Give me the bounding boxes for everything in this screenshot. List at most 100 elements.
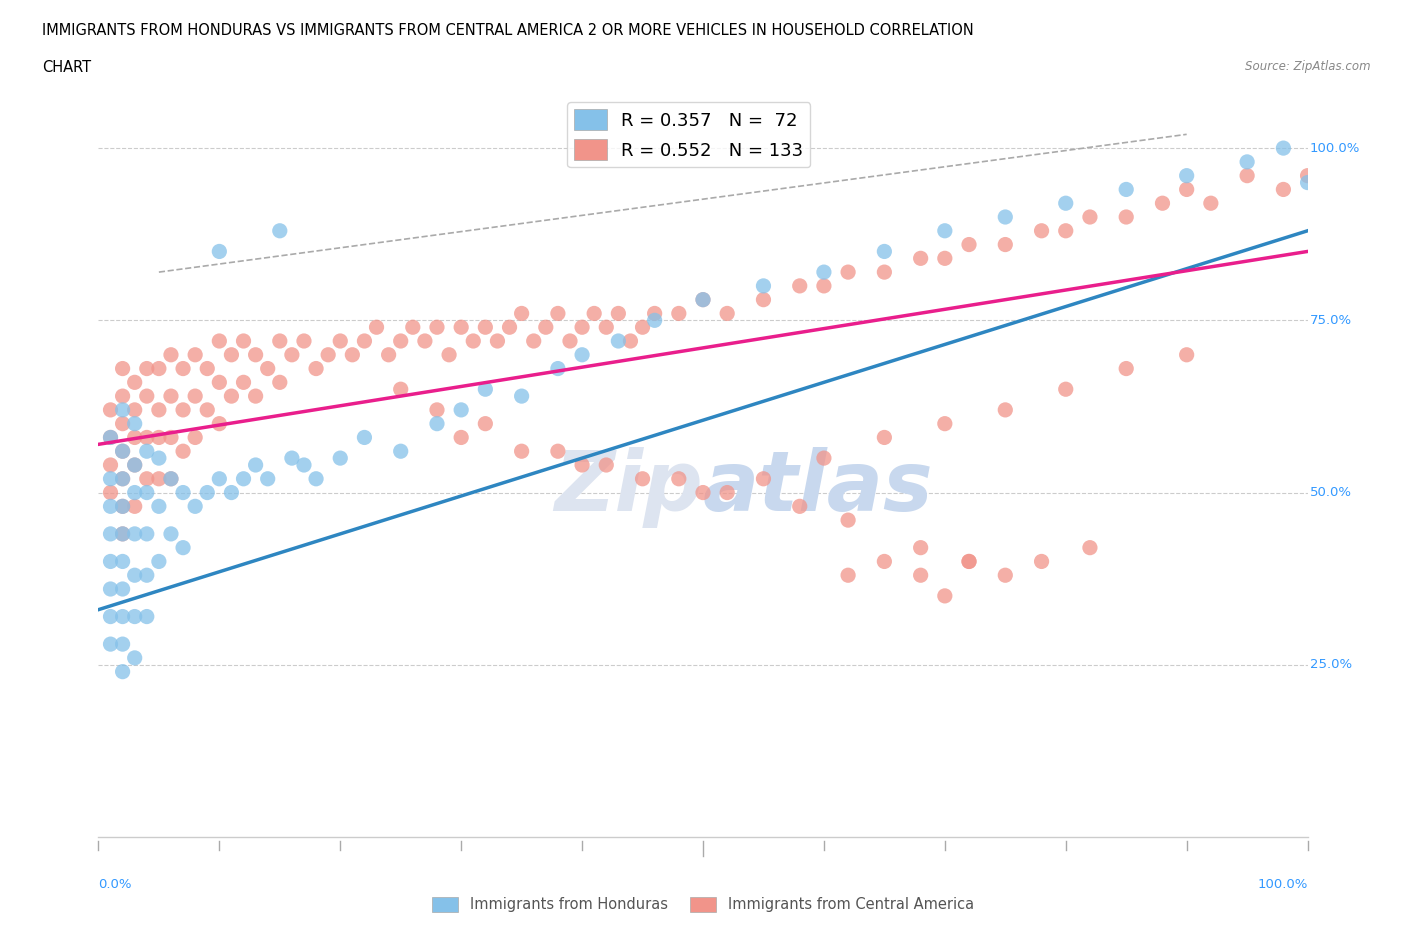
Point <box>934 223 956 238</box>
Point <box>148 361 170 376</box>
Text: 50.0%: 50.0% <box>1310 486 1353 499</box>
Point <box>111 526 134 541</box>
Point <box>124 403 146 418</box>
Point <box>994 568 1017 583</box>
Point <box>100 430 122 445</box>
Point <box>450 403 472 418</box>
Point <box>413 334 436 349</box>
Point <box>789 498 811 513</box>
Point <box>437 347 460 362</box>
Point <box>1272 182 1295 197</box>
Point <box>281 451 304 466</box>
Point <box>208 244 231 259</box>
Point <box>148 472 170 486</box>
Point <box>631 320 654 335</box>
Point <box>474 417 496 432</box>
Point <box>135 430 157 445</box>
Point <box>934 589 956 604</box>
Point <box>1054 196 1077 211</box>
Point <box>269 375 291 390</box>
Point <box>184 498 207 513</box>
Point <box>135 361 157 376</box>
Point <box>692 292 714 307</box>
Point <box>208 472 231 486</box>
Point <box>100 458 122 472</box>
Text: 100.0%: 100.0% <box>1310 141 1361 154</box>
Point <box>994 237 1017 252</box>
Point <box>245 458 267 472</box>
Point <box>100 637 122 652</box>
Point <box>1152 196 1174 211</box>
Point <box>571 320 593 335</box>
Point <box>111 581 134 596</box>
Point <box>1115 182 1137 197</box>
Point <box>100 472 122 486</box>
Point <box>1272 140 1295 155</box>
Point <box>366 320 388 335</box>
Point <box>148 498 170 513</box>
Point <box>716 485 738 500</box>
Point <box>111 389 134 404</box>
Point <box>135 389 157 404</box>
Point <box>644 306 666 321</box>
Point <box>558 334 581 349</box>
Point <box>1078 540 1101 555</box>
Point <box>100 485 122 500</box>
Point <box>232 472 254 486</box>
Point <box>1115 361 1137 376</box>
Point <box>631 472 654 486</box>
Point <box>124 458 146 472</box>
Point <box>450 320 472 335</box>
Point <box>934 417 956 432</box>
Text: 25.0%: 25.0% <box>1310 658 1353 671</box>
Point <box>692 292 714 307</box>
Point <box>111 498 134 513</box>
Point <box>1031 223 1053 238</box>
Point <box>111 637 134 652</box>
Point <box>148 403 170 418</box>
Point <box>172 540 194 555</box>
Point <box>135 472 157 486</box>
Point <box>1054 223 1077 238</box>
Point <box>111 526 134 541</box>
Point <box>547 444 569 458</box>
Point <box>160 430 183 445</box>
Point <box>135 444 157 458</box>
Point <box>232 334 254 349</box>
Point <box>389 334 412 349</box>
Point <box>1054 382 1077 397</box>
Point <box>957 554 980 569</box>
Point <box>100 581 122 596</box>
Point <box>124 417 146 432</box>
Point <box>692 485 714 500</box>
Point <box>668 472 690 486</box>
Point <box>1236 168 1258 183</box>
Point <box>148 430 170 445</box>
Point <box>221 389 243 404</box>
Point <box>124 650 146 665</box>
Point <box>813 451 835 466</box>
Point <box>269 223 291 238</box>
Point <box>353 430 375 445</box>
Point <box>450 430 472 445</box>
Point <box>957 237 980 252</box>
Point <box>534 320 557 335</box>
Point <box>510 389 533 404</box>
Point <box>342 347 364 362</box>
Point <box>184 389 207 404</box>
Point <box>148 554 170 569</box>
Point <box>813 265 835 280</box>
Point <box>1175 168 1198 183</box>
Point <box>910 568 932 583</box>
Point <box>172 403 194 418</box>
Point <box>135 609 157 624</box>
Point <box>305 361 328 376</box>
Point <box>474 382 496 397</box>
Point <box>160 389 183 404</box>
Text: 75.0%: 75.0% <box>1310 313 1353 326</box>
Point <box>111 472 134 486</box>
Point <box>716 306 738 321</box>
Point <box>292 334 315 349</box>
Point <box>316 347 339 362</box>
Point <box>329 334 352 349</box>
